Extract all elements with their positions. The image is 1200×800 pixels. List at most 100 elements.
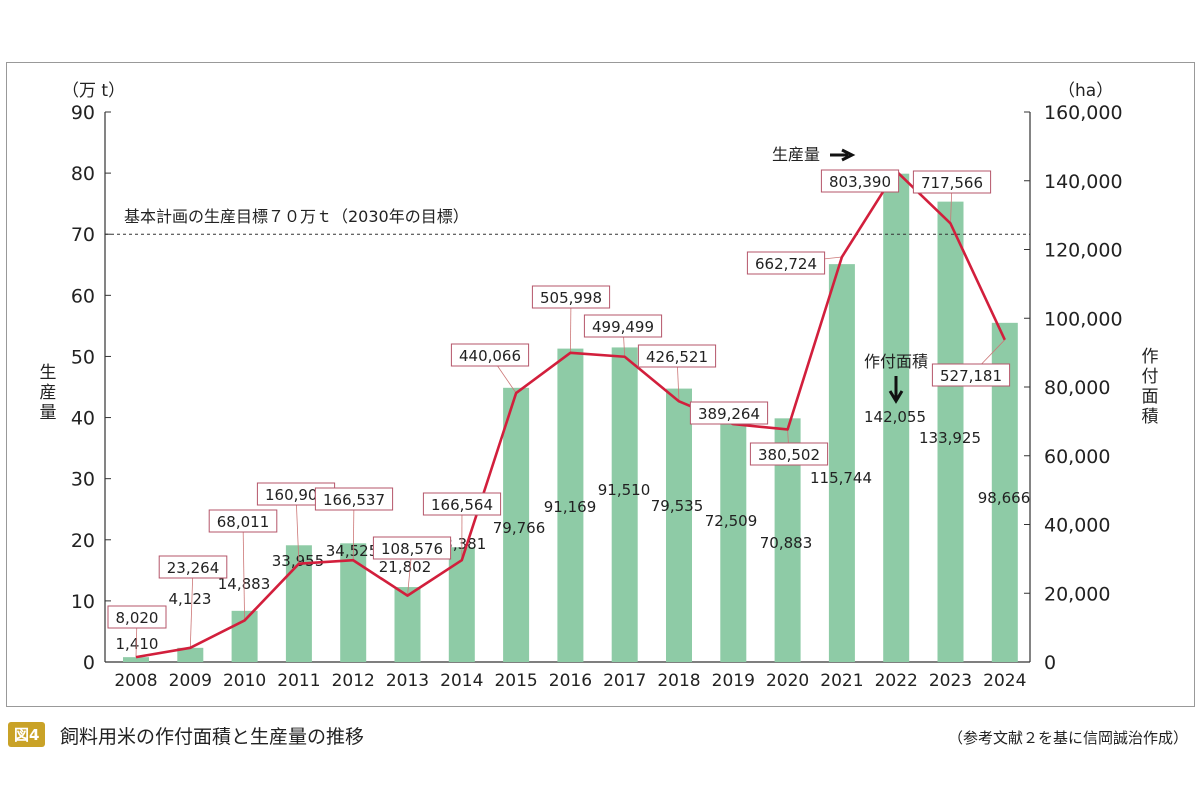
production-line: [135, 169, 1006, 659]
area-label-2019: 72,509: [705, 512, 758, 530]
left-tick-label: 90: [71, 102, 95, 124]
production-label-box: [746, 251, 826, 275]
x-tick-label: 2019: [712, 671, 755, 691]
bar-2017: [611, 347, 638, 662]
production-label-2024: 527,181: [940, 367, 1002, 385]
production-label-box: [107, 605, 167, 629]
production-label-box: [531, 285, 611, 309]
leader-line: [189, 566, 194, 648]
production-label-box: [637, 344, 717, 368]
production-label-2012: 166,537: [323, 491, 385, 509]
bar-2015: [503, 387, 530, 662]
production-label-2020: 380,502: [758, 446, 820, 464]
production-label-box: [749, 442, 829, 466]
arrow-down-icon: [888, 376, 904, 404]
bar-2014: [448, 547, 475, 662]
bar-2008: [123, 657, 149, 662]
production-label-2011: 160,900: [265, 486, 327, 504]
production-label-box: [314, 487, 394, 511]
production-label-box: [450, 343, 530, 367]
area-annotation: 作付面積: [864, 352, 928, 371]
area-label-2018: 79,535: [651, 497, 704, 515]
left-axis-title-char: 産: [40, 383, 57, 403]
right-tick-label: 160,000: [1044, 102, 1123, 124]
x-tick-label: 2022: [875, 671, 918, 691]
production-label-box: [912, 170, 992, 194]
area-label-2017: 91,510: [598, 481, 651, 499]
production-label-2017: 499,499: [592, 318, 654, 336]
x-tick-label: 2012: [332, 671, 375, 691]
bar-2016: [557, 348, 584, 662]
x-tick-label: 2010: [223, 671, 266, 691]
production-label-2016: 505,998: [540, 289, 602, 307]
figure-title: 飼料用米の作付面積と生産量の推移: [60, 726, 365, 748]
production-label-2014: 166,564: [431, 496, 493, 514]
x-tick-label: 2016: [549, 671, 592, 691]
area-label-2021: 115,744: [810, 469, 872, 487]
production-label-2018: 426,521: [646, 348, 708, 366]
right-tick-label: 60,000: [1044, 446, 1110, 468]
bar-2009: [177, 647, 204, 662]
area-label-2012: 34,525: [326, 542, 379, 560]
x-tick-label: 2020: [766, 671, 809, 691]
right-tick-label: 140,000: [1044, 171, 1123, 193]
right-tick-label: 100,000: [1044, 308, 1123, 330]
bar-2022: [883, 173, 910, 662]
x-tick-label: 2009: [169, 671, 212, 691]
figure-source: （参考文献２を基に信岡誠治作成）: [947, 729, 1188, 747]
production-label-box: [689, 401, 769, 425]
left-tick-label: 60: [71, 285, 95, 307]
production-label-2009: 23,264: [167, 559, 220, 577]
area-label-2016: 91,169: [544, 498, 597, 516]
production-label-2008: 8,020: [116, 609, 159, 627]
x-tick-label: 2021: [820, 671, 863, 691]
bar-2021: [828, 264, 855, 662]
x-tick-label: 2015: [494, 671, 537, 691]
combo-chart: 0 10 20 30 40 50 60 70 80 90 0 20,000 40,000 60,000 80…: [40, 81, 1159, 691]
production-label-box: [372, 536, 452, 560]
right-tick-label: 120,000: [1044, 240, 1123, 262]
left-axis-title-char: 生: [40, 363, 57, 383]
production-label-2010: 68,011: [217, 513, 270, 531]
area-label-2024: 98,666: [978, 489, 1031, 507]
production-annotation: 生産量: [772, 145, 820, 164]
x-tick-label: 2014: [440, 671, 483, 691]
production-label-box: [583, 314, 663, 338]
area-label-2008: 1,410: [116, 635, 159, 653]
bar-2018: [666, 388, 692, 662]
right-axis-title-char: 積: [1142, 407, 1159, 427]
right-tick-label: 0: [1044, 652, 1056, 674]
area-label-2009: 4,123: [169, 590, 212, 608]
production-label-box: [931, 363, 1011, 387]
production-label-box: [208, 509, 278, 533]
x-tick-label: 2023: [929, 671, 972, 691]
x-tick-label: 2024: [983, 671, 1026, 691]
arrow-right-icon: [830, 148, 856, 162]
production-label-2022: 803,390: [829, 173, 891, 191]
production-label-box: [158, 555, 228, 579]
target-reference-label: 基本計画の生産目標７０万ｔ（2030年の目標）: [124, 207, 469, 226]
figure-badge: 図4: [8, 722, 46, 747]
left-tick-label: 20: [71, 530, 95, 552]
production-label-2023: 717,566: [921, 174, 983, 192]
x-tick-label: 2013: [386, 671, 429, 691]
production-label-2019: 389,264: [698, 405, 760, 423]
bar-2012: [340, 543, 367, 662]
area-label-2023: 133,925: [919, 429, 981, 447]
right-tick-label: 20,000: [1044, 583, 1110, 605]
bar-2013: [394, 587, 421, 662]
area-label-2015: 79,766: [493, 519, 546, 537]
right-tick-label: 80,000: [1044, 377, 1110, 399]
production-label-box: [422, 492, 502, 516]
production-label-2021: 662,724: [755, 255, 817, 273]
production-label-2013: 108,576: [381, 540, 443, 558]
right-axis-title-char: 付: [1142, 367, 1159, 387]
x-tick-label: 2011: [277, 671, 320, 691]
leader-line: [242, 520, 245, 621]
area-label-2020: 70,883: [760, 534, 813, 552]
area-label-2022: 142,055: [864, 408, 926, 426]
left-tick-label: 70: [71, 224, 95, 246]
left-tick-label: 10: [71, 591, 95, 613]
x-tick-label: 2018: [657, 671, 700, 691]
production-label-box: [820, 169, 900, 193]
